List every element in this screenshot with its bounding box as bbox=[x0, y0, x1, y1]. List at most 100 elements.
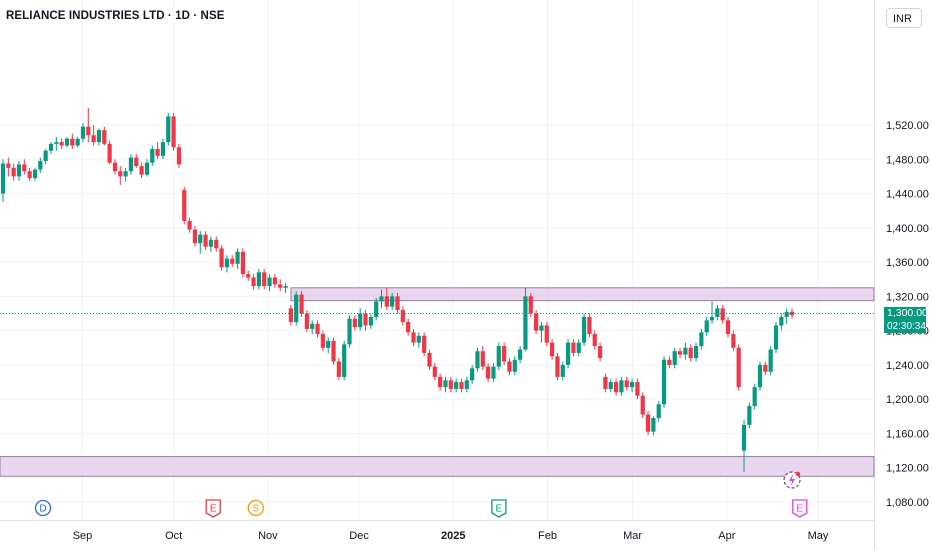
candle bbox=[299, 291, 304, 317]
candle-body bbox=[203, 234, 208, 247]
candle bbox=[752, 383, 757, 410]
candle-body bbox=[235, 251, 240, 264]
last-price-label: 1,300.00 bbox=[884, 306, 928, 320]
candle-body bbox=[198, 234, 203, 244]
candle bbox=[459, 378, 464, 393]
last-price-value: 1,300.00 bbox=[887, 306, 928, 319]
candle-body bbox=[619, 380, 624, 393]
price-tick-label: 1,200.00 bbox=[886, 394, 929, 406]
candle bbox=[773, 322, 779, 353]
candle bbox=[75, 136, 80, 148]
event-marker-flag[interactable] bbox=[792, 499, 808, 518]
candle-body bbox=[326, 340, 331, 348]
candle-body bbox=[38, 160, 43, 170]
candle-body bbox=[112, 162, 118, 172]
candle bbox=[390, 292, 395, 311]
candle-body bbox=[192, 229, 198, 244]
candle bbox=[688, 344, 693, 362]
candle bbox=[571, 339, 576, 357]
candle bbox=[667, 356, 672, 369]
candle-body bbox=[464, 380, 469, 389]
event-marker-e-4[interactable]: E bbox=[792, 499, 808, 518]
candle-body bbox=[544, 325, 549, 343]
event-marker-circle[interactable] bbox=[247, 499, 264, 517]
candle-body bbox=[725, 320, 731, 335]
candle bbox=[0, 159, 6, 203]
candle-body bbox=[502, 346, 507, 362]
candle-body bbox=[459, 382, 464, 389]
price-axis[interactable]: 1,520.00 1,480.00 1,440.00 1,400.00 1,360.00… bbox=[886, 120, 929, 509]
candle bbox=[219, 244, 224, 271]
candle bbox=[331, 337, 336, 365]
candle-body bbox=[374, 301, 379, 317]
candle bbox=[160, 138, 166, 160]
candle bbox=[454, 378, 459, 393]
candle-body bbox=[214, 239, 219, 249]
candle-body bbox=[315, 323, 320, 335]
candle bbox=[54, 136, 59, 151]
candle bbox=[246, 270, 251, 281]
candle-body bbox=[763, 364, 768, 372]
candle-body bbox=[741, 424, 747, 451]
candle bbox=[107, 140, 112, 165]
candle-body bbox=[219, 248, 224, 268]
candle bbox=[661, 356, 667, 408]
candle-body bbox=[224, 258, 230, 268]
candle-body bbox=[539, 325, 544, 331]
event-marker-s-2[interactable]: S bbox=[247, 499, 264, 517]
candle-body bbox=[336, 361, 341, 377]
candle bbox=[422, 332, 427, 357]
candle bbox=[310, 320, 315, 335]
time-axis[interactable]: Sep Oct Nov Dec 2025 Feb Mar Apr May bbox=[73, 530, 829, 542]
candle-body bbox=[267, 277, 272, 287]
candle-body bbox=[603, 376, 608, 389]
candle bbox=[118, 166, 123, 185]
candle-body bbox=[608, 382, 613, 389]
candle-body bbox=[640, 395, 645, 415]
resistance-zone bbox=[290, 287, 875, 302]
candle-body bbox=[342, 344, 347, 377]
candle bbox=[725, 316, 731, 338]
candle bbox=[256, 268, 261, 290]
candle bbox=[587, 313, 592, 338]
candle bbox=[550, 339, 555, 360]
candle bbox=[645, 411, 651, 436]
candle-body bbox=[128, 157, 134, 172]
lightning-icon[interactable] bbox=[783, 471, 801, 489]
candle bbox=[677, 347, 683, 359]
candle bbox=[11, 163, 16, 181]
event-marker-e-3[interactable]: E bbox=[491, 499, 507, 518]
candle-body bbox=[240, 251, 245, 275]
candle bbox=[134, 154, 139, 168]
candle bbox=[251, 274, 256, 290]
event-marker-circle[interactable] bbox=[34, 499, 52, 517]
event-marker-e-1[interactable]: E bbox=[205, 499, 221, 518]
candle-body bbox=[59, 142, 64, 146]
candle bbox=[198, 231, 203, 254]
candle-body bbox=[534, 313, 539, 331]
candle-body bbox=[550, 342, 555, 357]
candle bbox=[741, 419, 747, 473]
candle bbox=[656, 400, 661, 422]
event-marker-d-0[interactable]: D bbox=[34, 499, 52, 517]
event-marker-flag[interactable] bbox=[491, 499, 507, 518]
candle-body bbox=[379, 296, 384, 302]
candle bbox=[320, 330, 325, 352]
candle bbox=[757, 361, 763, 391]
candle-body bbox=[86, 126, 91, 136]
candle bbox=[91, 125, 96, 146]
event-marker-letter: E bbox=[496, 504, 503, 515]
candle bbox=[395, 292, 400, 314]
currency-button[interactable]: INR bbox=[886, 8, 922, 28]
price-tick-label: 1,240.00 bbox=[886, 360, 929, 372]
candle bbox=[629, 378, 635, 393]
candle bbox=[502, 342, 507, 365]
candles bbox=[0, 107, 795, 473]
event-marker-flag[interactable] bbox=[205, 499, 221, 518]
candle-body bbox=[144, 162, 150, 175]
candle bbox=[384, 287, 389, 311]
candle bbox=[731, 330, 736, 352]
candle-body bbox=[688, 347, 693, 359]
